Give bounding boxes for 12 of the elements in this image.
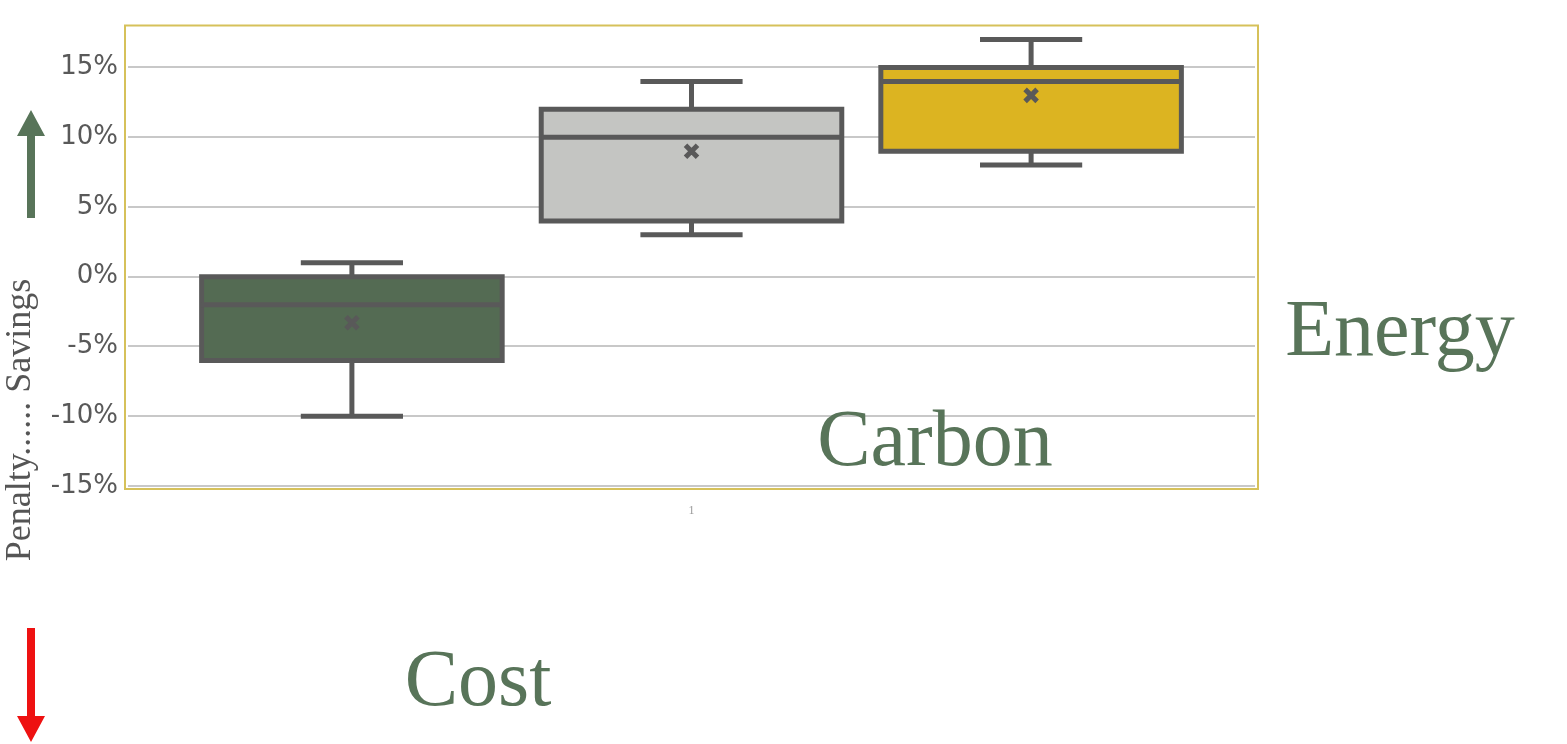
y-tick-label: -15% bbox=[50, 468, 118, 499]
y-tick-label: 15% bbox=[60, 50, 118, 81]
y-axis-title: Penalty...... Savings bbox=[0, 278, 38, 562]
y-tick-label: 0% bbox=[76, 259, 118, 290]
y-tick-label: 10% bbox=[60, 119, 118, 150]
x-tick-label: 1 bbox=[688, 503, 695, 518]
y-tick-label: -5% bbox=[67, 329, 118, 360]
y-tick-label: -10% bbox=[50, 398, 118, 429]
y-tick-label: 5% bbox=[76, 189, 118, 220]
text: Energy bbox=[1285, 284, 1515, 372]
text: Cost bbox=[404, 634, 552, 722]
text: Carbon bbox=[817, 394, 1053, 482]
